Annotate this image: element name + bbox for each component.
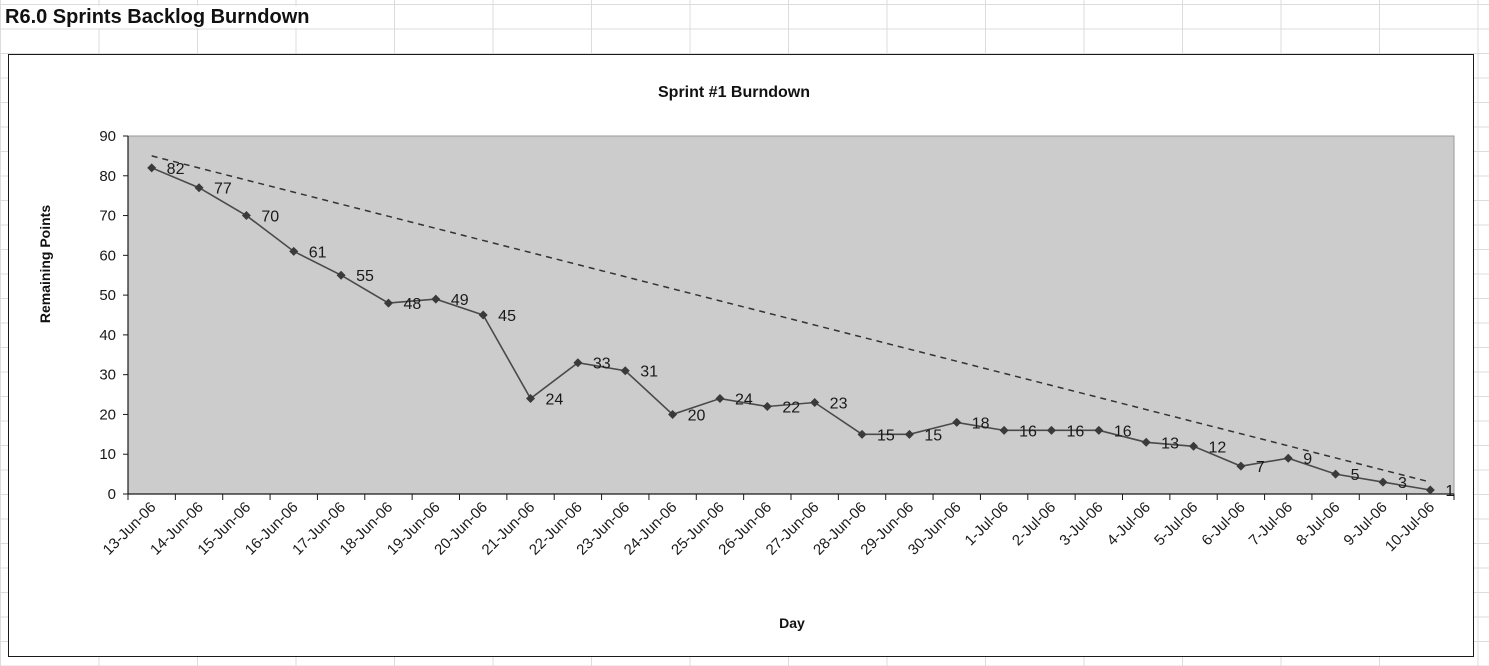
sheet-title: R6.0 Sprints Backlog Burndown: [5, 6, 314, 28]
data-point: [1283, 453, 1293, 463]
data-point: [762, 401, 772, 411]
data-point: [147, 163, 157, 173]
data-label: 31: [640, 364, 658, 381]
data-label: 16: [1066, 423, 1084, 440]
data-label: 15: [924, 427, 942, 444]
data-point: [857, 429, 867, 439]
data-label: 61: [309, 244, 327, 261]
data-label: 1: [1445, 483, 1454, 500]
data-label: 24: [735, 392, 753, 409]
data-label: 5: [1351, 467, 1360, 484]
data-point: [715, 394, 725, 404]
y-tick-label: 80: [99, 168, 116, 185]
data-point: [573, 358, 583, 368]
data-point: [336, 270, 346, 280]
data-point: [1046, 425, 1056, 435]
data-label: 13: [1161, 435, 1179, 452]
data-point: [526, 394, 536, 404]
data-point: [1189, 441, 1199, 451]
data-label: 15: [877, 427, 895, 444]
x-tick-label: 10-Jul-06: [1382, 499, 1438, 555]
data-point: [1094, 425, 1104, 435]
x-tick-label: 3-Jul-06: [1056, 499, 1106, 549]
x-axis-label: Day: [779, 615, 805, 631]
data-point: [383, 298, 393, 308]
data-label: 45: [498, 308, 516, 325]
data-label: 70: [261, 209, 279, 226]
y-tick-label: 70: [99, 208, 116, 225]
chart-title: Sprint #1 Burndown: [658, 84, 810, 101]
data-point: [1331, 469, 1341, 479]
y-tick-label: 0: [108, 486, 116, 503]
data-point: [620, 366, 630, 376]
y-axis-label: Remaining Points: [37, 205, 53, 323]
burndown-chart: Sprint #1 Burndown 010203040506070809013…: [37, 84, 1455, 631]
data-label: 48: [403, 296, 421, 313]
data-point: [810, 398, 820, 408]
data-label: 23: [830, 396, 848, 413]
data-point: [904, 429, 914, 439]
y-tick-label: 20: [99, 406, 116, 423]
series-group: [147, 163, 1435, 495]
data-point: [952, 417, 962, 427]
y-tick-label: 10: [99, 446, 116, 463]
data-label: 16: [1019, 423, 1037, 440]
x-tick-label: 4-Jul-06: [1104, 499, 1154, 549]
data-point: [241, 211, 251, 221]
data-point: [1236, 461, 1246, 471]
data-label: 24: [546, 392, 564, 409]
data-point: [1378, 477, 1388, 487]
data-label: 3: [1398, 475, 1407, 492]
data-label: 9: [1303, 451, 1312, 468]
y-tick-label: 30: [99, 367, 116, 384]
data-label: 33: [593, 356, 611, 373]
data-label: 55: [356, 268, 374, 285]
x-tick-label: 8-Jul-06: [1293, 499, 1343, 549]
data-label: 12: [1209, 439, 1227, 456]
data-label: 22: [782, 399, 800, 416]
y-tick-label: 90: [99, 128, 116, 145]
data-label: 77: [214, 181, 232, 198]
data-label: 49: [451, 292, 469, 309]
data-point: [194, 183, 204, 193]
data-point: [668, 409, 678, 419]
data-point: [1425, 485, 1435, 495]
y-tick-label: 40: [99, 327, 116, 344]
remaining-points-line: [151, 167, 1431, 491]
data-label: 16: [1114, 423, 1132, 440]
x-tick-label: 7-Jul-06: [1246, 499, 1296, 549]
data-point: [289, 246, 299, 256]
x-tick-label: 1-Jul-06: [962, 499, 1012, 549]
data-label: 20: [688, 407, 706, 424]
x-tick-label: 5-Jul-06: [1151, 499, 1201, 549]
data-point: [431, 294, 441, 304]
data-point: [478, 310, 488, 320]
data-label: 82: [167, 161, 185, 178]
plot-area: [127, 135, 1455, 495]
y-tick-label: 60: [99, 247, 116, 264]
y-tick-label: 50: [99, 287, 116, 304]
data-label: 7: [1256, 459, 1265, 476]
data-point: [999, 425, 1009, 435]
x-tick-label: 2-Jul-06: [1009, 499, 1059, 549]
x-tick-label: 6-Jul-06: [1198, 499, 1248, 549]
data-point: [1141, 437, 1151, 447]
chart-container[interactable]: Sprint #1 Burndown 0 10 20 30 40 50 60 70 80 90 13…: [8, 54, 1474, 657]
data-label: 18: [972, 415, 990, 432]
